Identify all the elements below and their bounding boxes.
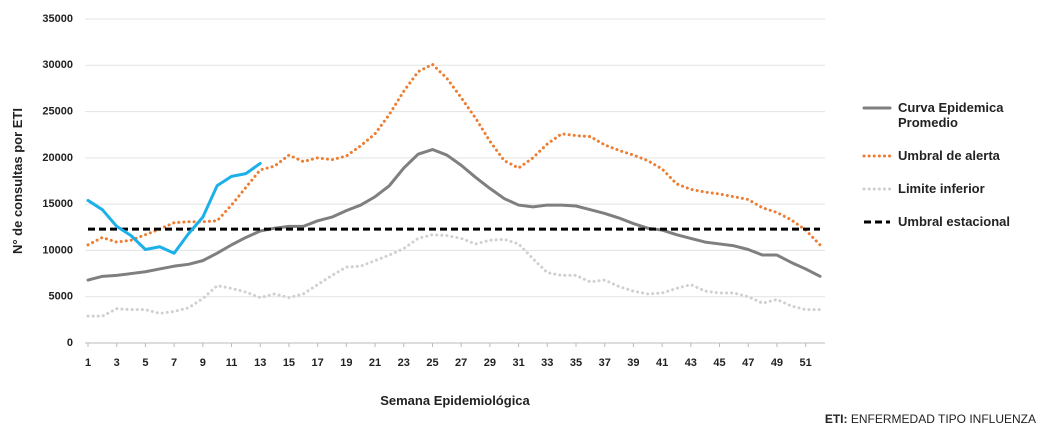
legend: Curva Epidemica Promedio Umbral de alerta… [862, 100, 1037, 247]
legend-label: Curva Epidemica Promedio [898, 100, 1004, 130]
legend-label: Umbral estacional [898, 214, 1010, 229]
x-tick-label: 29 [484, 357, 496, 369]
y-tick-label: 5000 [49, 291, 73, 303]
footnote-label: ETI: [824, 412, 848, 426]
x-tick-label: 21 [369, 357, 381, 369]
series-line [86, 62, 822, 247]
legend-item: Limite inferior [862, 181, 1037, 196]
x-tick-label: 39 [627, 357, 639, 369]
y-tick-label: 10000 [42, 244, 73, 256]
x-tick-label: 1 [85, 357, 91, 369]
y-tick-label: 0 [67, 337, 73, 349]
series-line [86, 161, 262, 255]
legend-label: Limite inferior [898, 181, 985, 196]
legend-item: Curva Epidemica Promedio [862, 100, 1037, 130]
legend-swatch [862, 106, 892, 110]
x-tick-label: 27 [455, 357, 467, 369]
x-tick-label: 45 [713, 357, 725, 369]
legend-item: Umbral de alerta [862, 148, 1037, 163]
x-tick-label: 41 [656, 357, 668, 369]
x-tick-label: 17 [312, 357, 324, 369]
x-tick-label: 37 [599, 357, 611, 369]
x-tick-label: 7 [171, 357, 177, 369]
y-tick-label: 30000 [42, 59, 73, 71]
footnote: ETI: ENFERMEDAD TIPO INFLUENZA [825, 412, 1036, 426]
y-axis-title: N° de consultas por ETI [10, 108, 25, 254]
x-tick-label: 5 [142, 357, 148, 369]
x-tick-label: 11 [226, 357, 238, 369]
x-tick-label: 47 [742, 357, 754, 369]
x-tick-label: 35 [570, 357, 582, 369]
y-tick-label: 15000 [42, 198, 73, 210]
legend-label: Umbral de alerta [898, 148, 1000, 163]
x-tick-label: 3 [114, 357, 120, 369]
legend-swatch [862, 187, 892, 191]
legend-item: Umbral estacional [862, 214, 1037, 229]
x-axis-title: Semana Epidemiológica [380, 393, 530, 408]
x-tick-label: 49 [771, 357, 783, 369]
x-tick-label: 19 [340, 357, 352, 369]
legend-swatch [864, 220, 890, 224]
x-tick-label: 33 [541, 357, 553, 369]
x-tick-label: 13 [254, 357, 266, 369]
y-tick-label: 35000 [42, 13, 73, 25]
x-tick-label: 15 [283, 357, 295, 369]
x-tick-label: 31 [512, 357, 524, 369]
y-tick-label: 20000 [42, 152, 73, 164]
x-tick-label: 51 [800, 357, 812, 369]
series-line [86, 148, 822, 282]
legend-swatch [862, 154, 892, 158]
footnote-text: ENFERMEDAD TIPO INFLUENZA [850, 412, 1036, 426]
y-tick-label: 25000 [42, 105, 73, 117]
series-line [86, 233, 822, 318]
x-tick-label: 9 [200, 357, 206, 369]
x-tick-label: 43 [685, 357, 697, 369]
x-tick-label: 25 [426, 357, 438, 369]
x-tick-label: 23 [398, 357, 410, 369]
